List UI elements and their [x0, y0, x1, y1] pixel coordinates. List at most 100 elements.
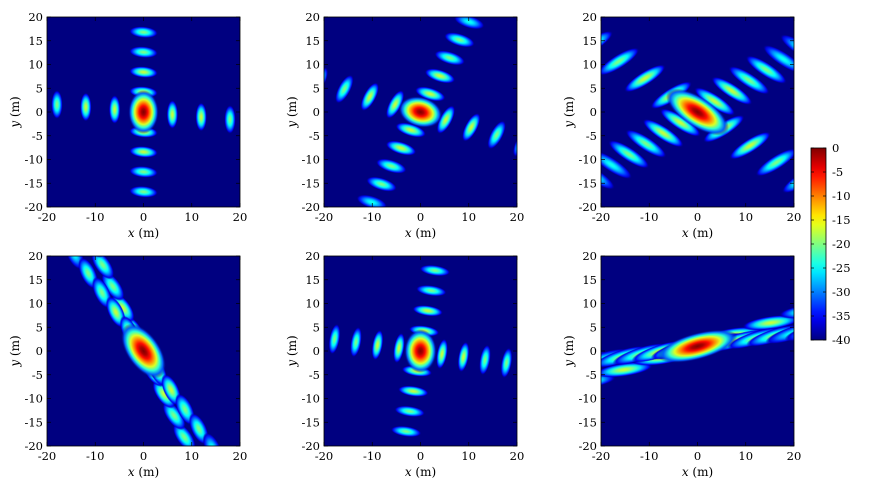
lobe [195, 102, 207, 132]
y-axis-label: y (m) [8, 96, 22, 128]
y-tick-label: 20 [28, 249, 43, 263]
x-tick-label: 0 [694, 210, 701, 224]
x-tick-label: 10 [184, 210, 199, 224]
x-tick-label: 10 [461, 449, 476, 463]
lobe [91, 256, 115, 280]
lobe [601, 47, 640, 76]
y-tick-label: 20 [582, 10, 597, 24]
colorbar-tick-label: -15 [832, 213, 851, 227]
colorbar-tick-label: -30 [832, 285, 851, 299]
lobe [457, 341, 470, 373]
lobe [129, 166, 158, 178]
y-tick-label: -5 [309, 368, 320, 382]
y-tick-label: 15 [305, 34, 320, 48]
y-tick-label: 5 [590, 81, 597, 95]
lobe [108, 95, 121, 124]
x-tick-label: 20 [510, 449, 525, 463]
y-tick-label: 10 [28, 297, 43, 311]
y-tick-label: -20 [301, 200, 320, 214]
lobe [659, 108, 701, 137]
y-tick-label: 0 [36, 344, 43, 358]
y-tick-label: 15 [28, 34, 43, 48]
y-tick-label: -15 [301, 176, 320, 190]
lobe [51, 90, 63, 120]
lobe [642, 118, 684, 148]
lobe [436, 105, 456, 134]
x-tick-label: 10 [184, 449, 199, 463]
lobe [390, 425, 422, 438]
lobe [385, 140, 417, 156]
y-tick-label: 20 [305, 249, 320, 263]
lobe [129, 66, 158, 78]
y-tick-label: -20 [578, 200, 597, 214]
lobe [397, 385, 429, 397]
y-tick-label: -10 [24, 392, 43, 406]
x-tick-label: 0 [417, 449, 424, 463]
x-tick-label: -10 [86, 210, 105, 224]
lobe [444, 32, 475, 48]
lobe [542, 353, 558, 385]
lobe [625, 129, 667, 158]
y-tick-label: 0 [590, 344, 597, 358]
lobe [360, 82, 379, 112]
x-axis-label: x (m) [682, 465, 713, 479]
lobe [462, 0, 496, 14]
x-axis-label: x (m) [405, 226, 436, 240]
lobe [601, 30, 614, 59]
y-axis-label: y (m) [562, 335, 576, 367]
y-axis-label: y (m) [285, 335, 299, 367]
x-tick-label: 20 [787, 210, 802, 224]
y-tick-label: -15 [301, 415, 320, 429]
y-tick-label: 20 [28, 10, 43, 24]
lobe [375, 158, 407, 174]
lobe [500, 347, 513, 379]
lobe [101, 271, 125, 301]
y-tick-label: -15 [578, 415, 597, 429]
y-tick-label: -10 [301, 153, 320, 167]
y-tick-label: -10 [24, 153, 43, 167]
y-tick-label: -15 [24, 176, 43, 190]
lobe [22, 88, 33, 117]
x-tick-label: 10 [461, 210, 476, 224]
y-tick-label: 0 [313, 105, 320, 119]
lobe [755, 148, 794, 177]
lobe [393, 332, 405, 364]
y-tick-label: -10 [578, 392, 597, 406]
lobe [419, 264, 451, 277]
y-tick-label: -15 [578, 176, 597, 190]
y-tick-label: -5 [309, 129, 320, 143]
lobe [129, 26, 158, 39]
colorbar-tick-label: -35 [832, 309, 851, 323]
y-tick-label: 0 [36, 105, 43, 119]
y-axis-label: y (m) [285, 96, 299, 128]
lobe [120, 323, 167, 379]
lobe [162, 401, 186, 431]
y-tick-label: -20 [301, 439, 320, 453]
lobe [436, 338, 448, 370]
heatmap-panel-2: -20 -10 0 10 20 20 15 10 5 0 -5 -10 -15 -20 x (m) y (m) [285, 0, 560, 249]
y-tick-label: -20 [24, 200, 43, 214]
y-tick-label: 10 [305, 58, 320, 72]
lobe [356, 194, 388, 207]
lobe [601, 161, 615, 190]
colorbar-tick-label: 0 [832, 141, 839, 155]
y-tick-label: -10 [578, 153, 597, 167]
y-tick-label: 15 [28, 273, 43, 287]
lobe [711, 76, 753, 106]
lobe [335, 228, 369, 249]
heatmap-panel-1: -20 -10 0 10 20 20 15 10 5 0 -5 -10 -15 -20 x (m) y (m) [8, 10, 247, 240]
x-tick-label: -10 [363, 210, 382, 224]
x-tick-label: 20 [787, 449, 802, 463]
lobe [745, 55, 787, 84]
x-tick-label: -10 [86, 449, 105, 463]
x-tick-label: -10 [363, 449, 382, 463]
y-axis-label: y (m) [562, 96, 576, 128]
lobe [729, 131, 771, 160]
lobe [534, 133, 560, 167]
lobe [781, 165, 794, 194]
y-tick-label: 10 [582, 297, 597, 311]
y-tick-label: -10 [301, 392, 320, 406]
x-tick-label: -20 [315, 449, 334, 463]
lobe [728, 66, 770, 95]
y-tick-label: -5 [32, 129, 43, 143]
